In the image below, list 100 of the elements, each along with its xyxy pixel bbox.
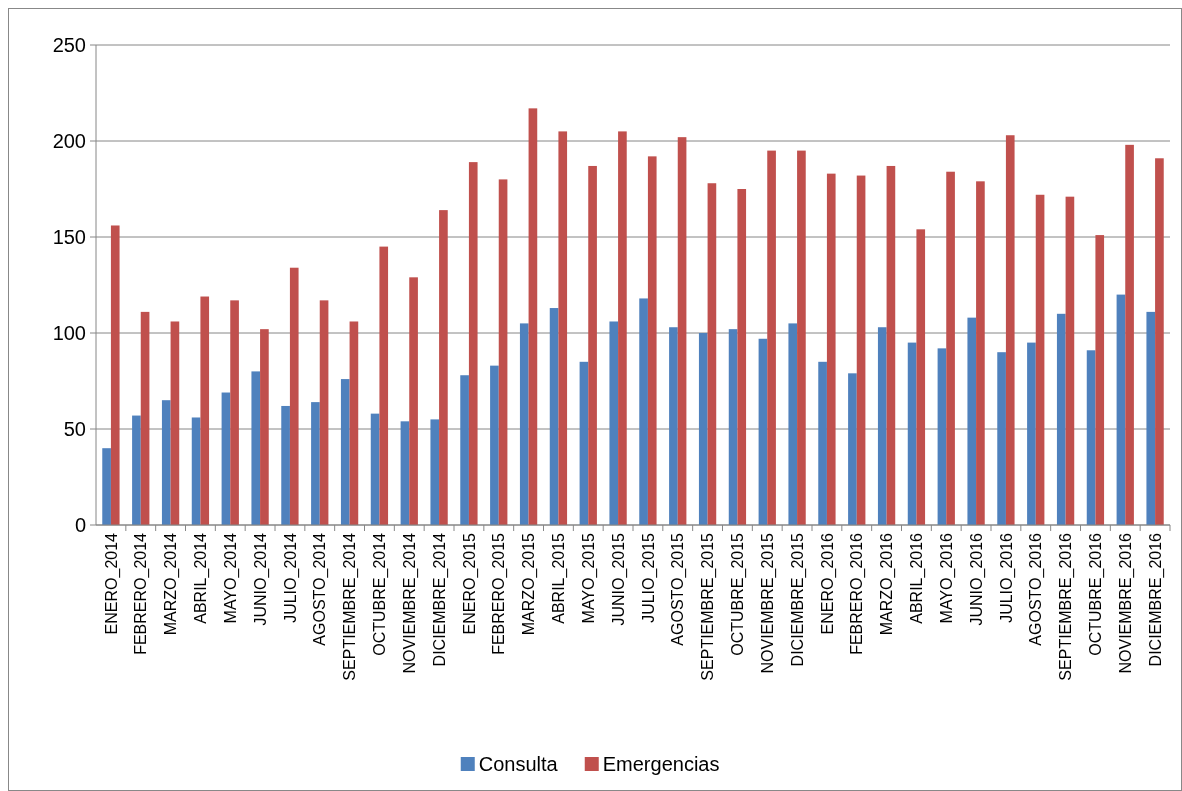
x-tick-label: DICIEMBRE_2014	[430, 532, 449, 667]
y-tick-label: 150	[52, 226, 86, 248]
bar	[826, 173, 836, 525]
bar	[877, 327, 887, 525]
bar	[370, 413, 380, 525]
x-tick-label: AGOSTO_2015	[669, 532, 688, 646]
bar	[460, 375, 469, 525]
bar	[669, 327, 678, 525]
x-tick-label: MAYO_2016	[937, 532, 956, 624]
bar	[767, 150, 776, 525]
x-tick-label: ABRIL_2015	[550, 532, 569, 624]
bar	[937, 348, 947, 525]
bar	[140, 311, 150, 525]
x-tick-label: ENERO_2015	[460, 532, 479, 635]
bar	[1095, 235, 1105, 525]
bar	[997, 352, 1006, 525]
bar	[110, 225, 120, 525]
bar	[758, 338, 768, 525]
bar	[340, 379, 350, 525]
bar	[647, 156, 657, 525]
x-tick-label: NOVIEMBRE_2014	[400, 532, 419, 674]
bar	[281, 405, 290, 525]
x-tick-label: AGOSTO_2014	[311, 532, 330, 646]
x-tick-label: JUNIO_2014	[251, 532, 270, 626]
legend-label: Consulta	[478, 753, 559, 775]
x-tick-label: ENERO_2016	[818, 532, 837, 635]
bar	[319, 300, 329, 525]
bar	[1056, 313, 1066, 525]
bar	[132, 415, 141, 525]
y-tick-label: 0	[74, 514, 86, 536]
x-tick-label: JUNIO_2015	[609, 532, 628, 626]
bar	[588, 165, 597, 525]
y-tick-label: 50	[63, 418, 86, 440]
bar	[1116, 294, 1126, 525]
x-tick-label: MAYO_2015	[579, 532, 598, 624]
bar	[609, 321, 619, 525]
x-tick-label: JUNIO_2016	[967, 532, 986, 626]
bar	[221, 392, 231, 525]
bar	[967, 317, 977, 525]
bar	[618, 131, 627, 525]
bar	[200, 296, 210, 525]
bar	[558, 131, 568, 525]
x-tick-label: FEBRERO_2015	[490, 532, 509, 655]
x-tick-label: OCTUBRE_2015	[729, 532, 748, 656]
bar	[400, 421, 410, 525]
legend-label: Emergencias	[602, 753, 720, 775]
bar	[349, 321, 359, 525]
bar	[907, 342, 917, 525]
x-tick-label: SEPTIEMBRE_2014	[341, 532, 360, 681]
x-tick-label: OCTUBRE_2016	[1087, 532, 1106, 656]
x-tick-label: MAYO_2014	[221, 532, 240, 624]
bar	[170, 321, 180, 525]
x-tick-label: AGOSTO_2016	[1027, 532, 1046, 646]
x-tick-label: DICIEMBRE_2015	[788, 532, 807, 667]
bar	[916, 229, 926, 525]
y-tick-label: 250	[52, 34, 86, 56]
x-tick-label: NOVIEMBRE_2015	[758, 532, 777, 674]
x-tick-label: SEPTIEMBRE_2016	[1057, 532, 1076, 681]
bar	[1086, 350, 1096, 525]
bar	[737, 189, 747, 525]
bar	[677, 137, 687, 525]
bar	[430, 419, 440, 525]
x-tick-label: DICIEMBRE_2016	[1146, 532, 1165, 667]
y-tick-label: 200	[52, 130, 86, 152]
bar	[1155, 158, 1164, 525]
x-tick-label: MARZO_2014	[162, 532, 181, 636]
x-tick-label: MARZO_2015	[520, 532, 539, 636]
bar	[788, 323, 798, 525]
bar	[797, 150, 806, 525]
x-tick-label: JULIO_2014	[281, 532, 300, 623]
bar	[946, 171, 955, 525]
x-tick-label: FEBRERO_2016	[848, 532, 867, 655]
x-tick-label: JULIO_2015	[639, 532, 658, 623]
bar	[1065, 196, 1075, 525]
bar	[191, 417, 201, 525]
bar	[490, 365, 499, 525]
bar	[1005, 135, 1015, 525]
bar	[498, 179, 508, 525]
bar	[1125, 144, 1134, 525]
x-tick-label: OCTUBRE_2014	[371, 532, 390, 656]
x-tick-label: JULIO_2016	[997, 532, 1016, 623]
bar	[251, 371, 261, 525]
bar	[161, 400, 171, 525]
x-tick-label: MARZO_2016	[878, 532, 897, 636]
x-tick-label: ABRIL_2016	[908, 532, 927, 624]
x-tick-label: ENERO_2014	[102, 532, 121, 635]
bar	[698, 333, 708, 525]
bar	[848, 373, 857, 525]
bar	[468, 162, 478, 525]
x-tick-label: SEPTIEMBRE_2015	[699, 532, 718, 681]
bar	[289, 267, 299, 525]
bar	[311, 402, 320, 525]
x-tick-label: ABRIL_2014	[192, 532, 211, 624]
bar	[818, 361, 827, 525]
bar	[519, 323, 529, 525]
bar	[439, 210, 448, 525]
bar	[1027, 342, 1036, 525]
bar	[707, 183, 717, 525]
x-tick-label: NOVIEMBRE_2016	[1116, 532, 1135, 674]
bar	[728, 329, 738, 525]
